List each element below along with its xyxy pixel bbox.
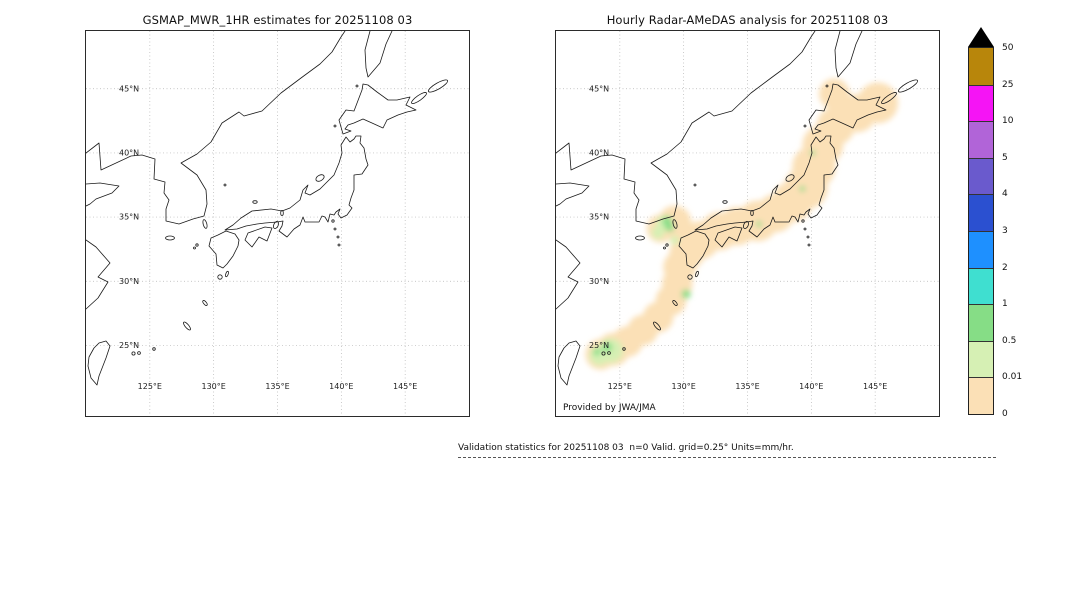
- precip-region: [756, 221, 762, 227]
- precip-region: [810, 150, 816, 156]
- precip-region: [602, 342, 613, 353]
- colorbar-tick-label: 0.01: [1002, 372, 1023, 383]
- precip-region: [651, 226, 665, 239]
- precip-region: [593, 348, 601, 356]
- lat-tick-label: 30°N: [119, 277, 139, 286]
- precip-region: [819, 78, 850, 110]
- lat-tick-label: 45°N: [589, 84, 609, 93]
- colorbar-tick-label: 0: [1002, 409, 1008, 419]
- lon-tick-label: 140°E: [329, 382, 353, 391]
- colorbar-segment-0-0.01: [969, 377, 993, 414]
- colorbar: 50 25 10 5 4 3 2 1 0.5 0.01 0: [968, 27, 1040, 431]
- axis-tick-labels: 125°E 130°E 135°E 140°E 145°E 45°N 40°N 35°N 30°…: [119, 84, 417, 391]
- lat-tick-label: 40°N: [589, 148, 609, 157]
- colorbar-segment-2-3: [969, 230, 993, 268]
- precip-region: [799, 186, 806, 192]
- precip-region: [670, 235, 680, 245]
- lon-tick-label: 135°E: [265, 382, 289, 391]
- lat-tick-label: 40°N: [119, 148, 139, 157]
- radar-amedas-map-panel: 125°E 130°E 135°E 140°E 145°E 45°N 40°N 35°N 30°…: [555, 30, 940, 417]
- colorbar-tick-label: 10: [1002, 116, 1014, 127]
- colorbar-segment-1-2: [969, 267, 993, 305]
- lon-tick-label: 125°E: [608, 382, 632, 391]
- colorbar-segment-10-25: [969, 84, 993, 122]
- left-panel-title: GSMAP_MWR_1HR estimates for 20251108 03: [142, 13, 413, 27]
- lon-tick-label: 130°E: [202, 382, 226, 391]
- colorbar-segment-3-4: [969, 194, 993, 231]
- colorbar-segment-0.5-1: [969, 304, 993, 341]
- lat-tick-label: 25°N: [589, 341, 609, 350]
- radar-amedas-map-svg: 125°E 130°E 135°E 140°E 145°E 45°N 40°N 35°N 30°…: [556, 31, 939, 416]
- precip-region: [681, 289, 691, 299]
- lon-tick-label: 130°E: [672, 382, 696, 391]
- lat-tick-label: 25°N: [119, 341, 139, 350]
- lat-tick-label: 35°N: [589, 213, 609, 222]
- lon-tick-label: 140°E: [799, 382, 823, 391]
- colorbar-scale: [968, 47, 994, 415]
- footer-dashed-rule: [458, 457, 996, 458]
- validation-stats-text: Validation statistics for 20251108 03 n=…: [458, 443, 794, 453]
- colorbar-segment-5-10: [969, 121, 993, 158]
- colorbar-tick-label: 1: [1002, 299, 1008, 310]
- gsmap-map-panel: 125°E 130°E 135°E 140°E 145°E 45°N 40°N 35°N 30°…: [85, 30, 470, 417]
- colorbar-tick-label: 25: [1002, 79, 1014, 90]
- colorbar-segment-25-50: [969, 48, 993, 85]
- axis-tick-labels: 125°E 130°E 135°E 140°E 145°E 45°N 40°N 35°N 30°…: [589, 84, 887, 391]
- lon-tick-label: 145°E: [863, 382, 887, 391]
- colorbar-tick-label: 0.5: [1002, 335, 1017, 346]
- right-panel-title: Hourly Radar-AMeDAS analysis for 2025110…: [606, 13, 889, 27]
- colorbar-tick-label: 5: [1002, 152, 1008, 163]
- lon-tick-label: 135°E: [735, 382, 759, 391]
- lat-tick-label: 35°N: [119, 213, 139, 222]
- grid-lines: [86, 31, 469, 416]
- precipitation-layer: [585, 78, 899, 370]
- lon-tick-label: 125°E: [138, 382, 162, 391]
- colorbar-tick-label: 4: [1002, 189, 1008, 200]
- colorbar-tick-label: 2: [1002, 262, 1008, 273]
- gsmap-map-svg: 125°E 130°E 135°E 140°E 145°E 45°N 40°N 35°N 30°…: [86, 31, 469, 416]
- colorbar-segment-0.01-0.5: [969, 340, 993, 378]
- colorbar-segment-4-5: [969, 157, 993, 195]
- colorbar-tick-label: 50: [1002, 43, 1014, 53]
- coastline: [86, 31, 450, 386]
- lat-tick-label: 45°N: [119, 84, 139, 93]
- provider-credit: Provided by JWA/JMA: [561, 403, 658, 413]
- precip-region: [665, 222, 675, 232]
- lon-tick-label: 145°E: [393, 382, 417, 391]
- colorbar-tick-label: 3: [1002, 226, 1008, 236]
- colorbar-over-triangle: [968, 27, 994, 47]
- lat-tick-label: 30°N: [589, 277, 609, 286]
